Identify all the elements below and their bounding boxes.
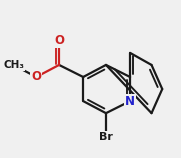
Text: O: O: [31, 70, 41, 83]
Text: N: N: [125, 95, 135, 108]
Text: CH₃: CH₃: [3, 60, 24, 70]
Text: O: O: [54, 34, 64, 47]
Text: Br: Br: [99, 132, 113, 142]
